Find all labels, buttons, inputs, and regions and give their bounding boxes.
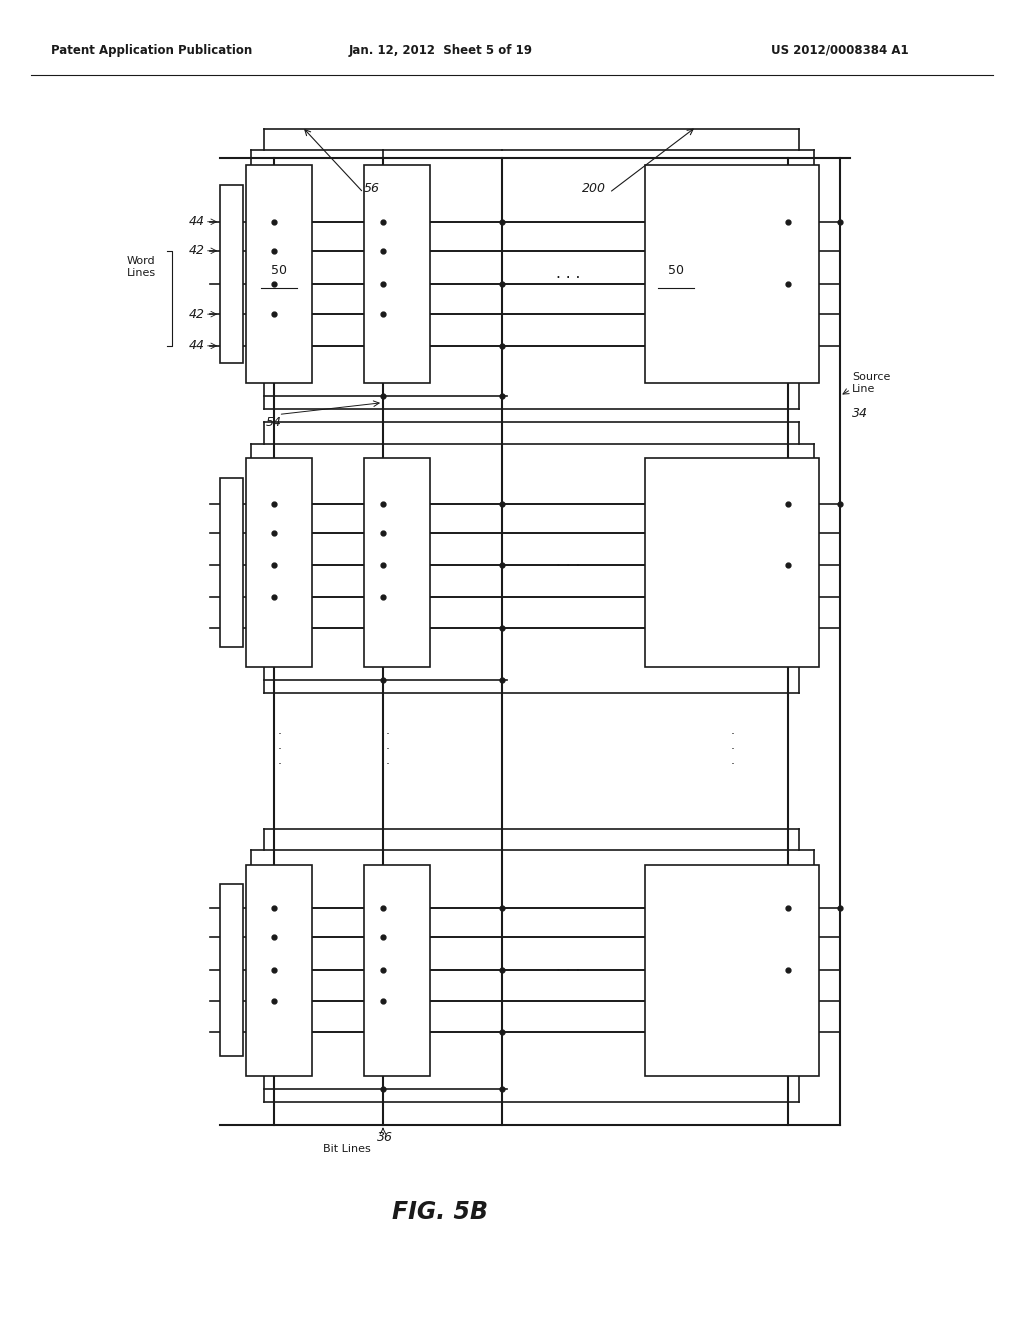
Text: 54: 54	[266, 416, 283, 429]
Text: .
.
.: . . .	[386, 725, 390, 767]
Text: . . .: . . .	[556, 265, 581, 281]
Text: Bit Lines: Bit Lines	[323, 1144, 371, 1155]
Bar	[364, 865, 430, 1076]
Text: 44: 44	[188, 339, 205, 352]
Text: 56: 56	[364, 182, 380, 195]
Text: FIG. 5B: FIG. 5B	[392, 1200, 488, 1224]
Text: 42: 42	[188, 244, 205, 257]
Bar	[645, 865, 819, 1076]
Text: 42: 42	[188, 308, 205, 321]
Text: 44: 44	[188, 215, 205, 228]
Bar	[220, 884, 243, 1056]
Text: . . .: . . .	[556, 553, 581, 569]
Text: 34: 34	[852, 407, 868, 420]
Text: Jan. 12, 2012  Sheet 5 of 19: Jan. 12, 2012 Sheet 5 of 19	[348, 44, 532, 57]
Text: 36: 36	[377, 1131, 393, 1144]
Text: US 2012/0008384 A1: US 2012/0008384 A1	[771, 44, 908, 57]
Bar	[645, 165, 819, 383]
Bar	[246, 165, 312, 383]
Bar	[220, 185, 243, 363]
Text: .
.
.: . . .	[730, 725, 734, 767]
Bar	[645, 458, 819, 667]
Bar	[220, 478, 243, 647]
Text: 50: 50	[270, 264, 287, 277]
Text: Word
Lines: Word Lines	[127, 256, 156, 279]
Bar	[364, 165, 430, 383]
Text: .
.
.: . . .	[278, 725, 282, 767]
Bar	[364, 458, 430, 667]
Bar	[246, 865, 312, 1076]
Text: 200: 200	[582, 182, 605, 195]
Text: Patent Application Publication: Patent Application Publication	[51, 44, 253, 57]
Text: Source
Line: Source Line	[852, 372, 890, 393]
Text: 50: 50	[668, 264, 684, 277]
Bar	[246, 458, 312, 667]
Text: . . .: . . .	[556, 958, 581, 974]
